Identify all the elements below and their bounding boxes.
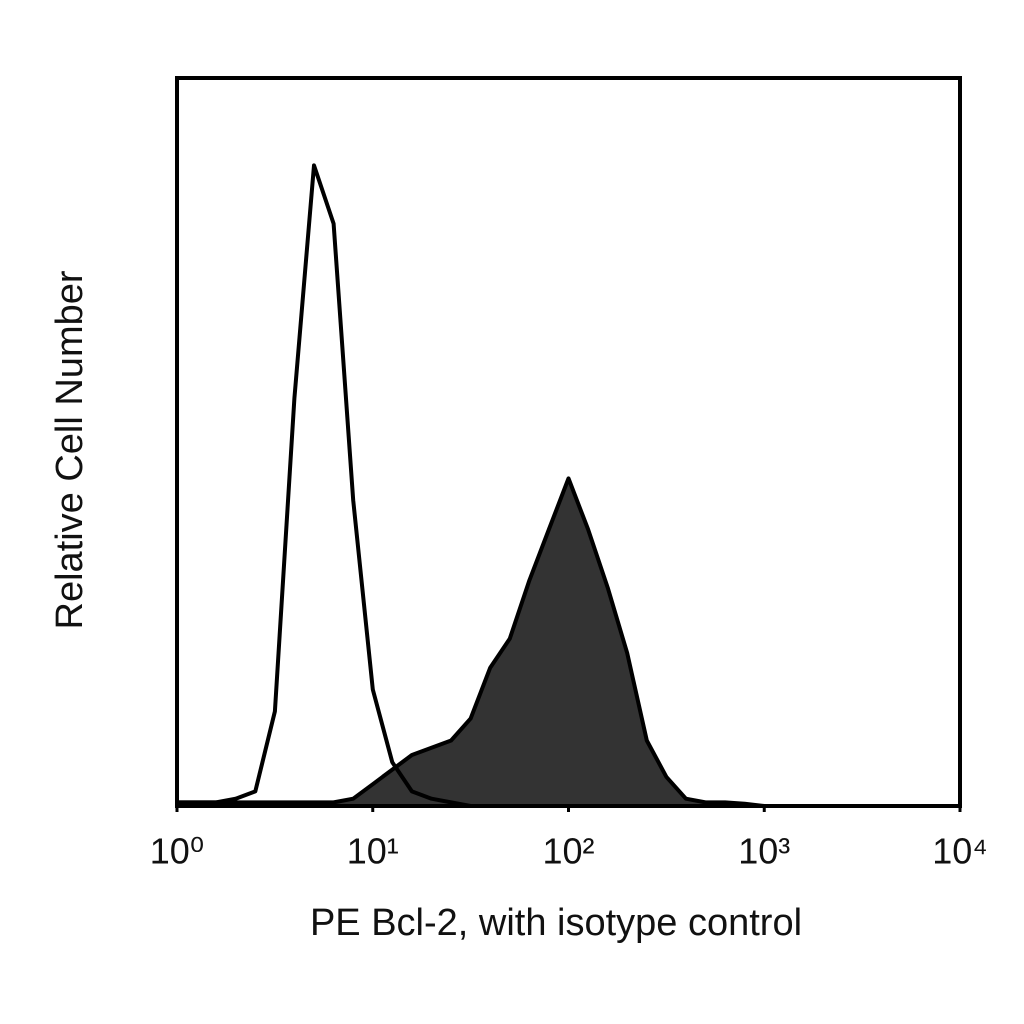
y-axis-label: Relative Cell Number <box>49 270 91 629</box>
x-tick-label: 10⁴ <box>932 831 988 872</box>
x-tick-label: 10¹ <box>347 831 399 872</box>
x-tick-label: 10⁰ <box>150 831 204 872</box>
x-tick-label: 10³ <box>738 831 790 872</box>
histogram-area <box>175 476 767 808</box>
x-axis-label: PE Bcl-2, with isotype control <box>310 902 802 944</box>
histogram-outline <box>177 163 765 808</box>
x-tick-label: 10² <box>542 831 594 872</box>
